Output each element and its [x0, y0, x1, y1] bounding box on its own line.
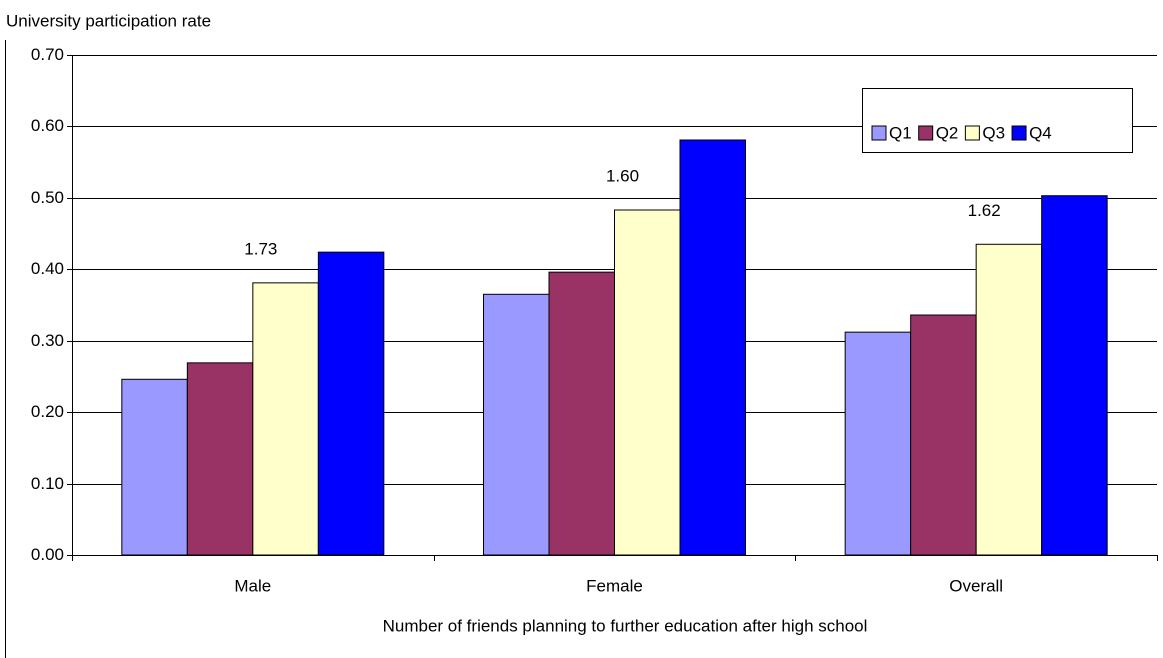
bar — [1041, 195, 1108, 556]
legend-swatch — [871, 125, 887, 141]
bar — [844, 331, 912, 556]
y-tick-label: 0.50 — [31, 188, 64, 207]
annotation: 1.60 — [606, 166, 639, 185]
y-tick-label: 0.30 — [31, 331, 64, 350]
legend-label: Q3 — [982, 123, 1005, 142]
x-axis-title: Number of friends planning to further ed… — [383, 616, 868, 635]
bar — [317, 251, 385, 556]
x-tick-label: Overall — [949, 576, 1003, 595]
x-tick-label: Male — [234, 576, 271, 595]
legend-label: Q1 — [889, 123, 912, 142]
y-tick-label: 0.00 — [31, 545, 64, 564]
y-tick-label: 0.10 — [31, 474, 64, 493]
y-axis-title: University participation rate — [6, 11, 211, 30]
bar — [975, 243, 1043, 556]
y-tick-label: 0.40 — [31, 259, 64, 278]
bar — [186, 362, 254, 556]
bar — [679, 139, 746, 556]
legend-box — [862, 88, 1133, 153]
bar — [121, 378, 188, 556]
legend-label: Q4 — [1029, 123, 1052, 142]
annotation: 1.73 — [244, 239, 277, 258]
bar — [910, 314, 977, 556]
bar — [252, 282, 319, 556]
annotation: 1.62 — [968, 201, 1001, 220]
y-tick-label: 0.70 — [31, 45, 64, 64]
legend-swatch — [964, 125, 980, 141]
legend-swatch — [1011, 125, 1027, 141]
y-tick-label: 0.60 — [31, 116, 64, 135]
bar — [548, 271, 615, 556]
x-tick-label: Female — [586, 576, 643, 595]
legend-swatch — [918, 125, 934, 141]
y-tick-label: 0.20 — [31, 402, 64, 421]
bar — [483, 293, 550, 556]
legend-label: Q2 — [936, 123, 959, 142]
bar — [614, 209, 681, 556]
